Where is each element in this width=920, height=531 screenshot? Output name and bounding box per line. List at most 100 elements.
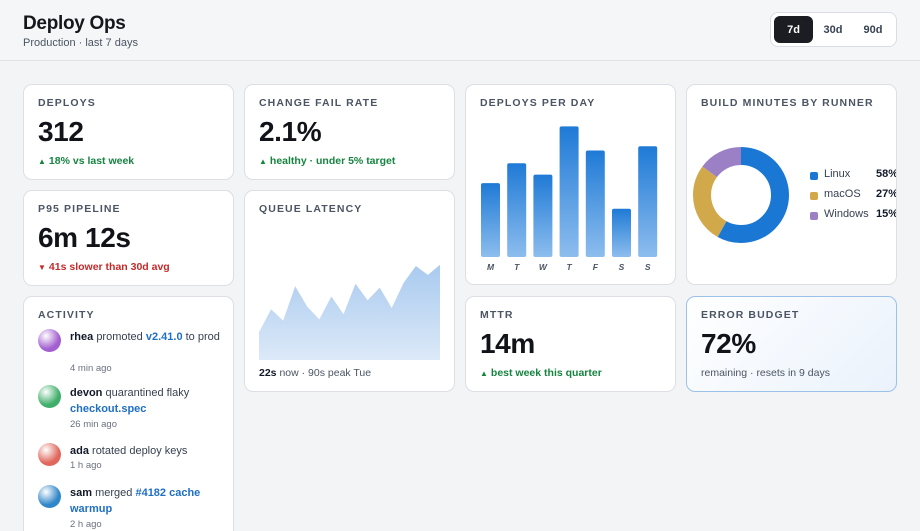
legend-swatch (810, 212, 818, 220)
x-tick-label: W (539, 262, 548, 272)
mttr-card: MTTR 14m ▲ best week this quarter (465, 296, 676, 392)
legend-percent: 27% (876, 188, 897, 200)
mttr-delta: ▲ best week this quarter (480, 367, 602, 379)
activity-time: 1 h ago (70, 460, 102, 471)
bar-4 (585, 150, 605, 257)
range-7d-button[interactable]: 7d (774, 16, 814, 43)
mttr-label: MTTR (480, 309, 514, 321)
down-arrow-icon: ▼ (38, 263, 46, 272)
activity-time: 26 min ago (70, 419, 118, 430)
activity-text: devon quarantined flaky checkout.spec (70, 385, 220, 417)
bar-5 (612, 208, 631, 257)
bar-2 (533, 174, 553, 257)
activity-item[interactable]: rhea promoted v2.41.0 to prod 4 min ago (38, 329, 220, 375)
activity-action: rotated deploy keys (92, 445, 188, 457)
build-minutes-donut (693, 147, 789, 243)
queue-latency-card: QUEUE LATENCY 22s now · 90s peak Tue (244, 190, 455, 392)
p95-label: P95 PIPELINE (38, 203, 121, 215)
activity-user: ada (70, 445, 89, 457)
deploys-delta-text: 18% vs last week (48, 155, 135, 167)
activity-item[interactable]: sam merged #4182 cache warmup 2 h ago (38, 485, 218, 531)
x-tick-label: S (619, 262, 625, 272)
bar-6 (638, 146, 658, 257)
x-tick-label: F (593, 262, 599, 272)
p95-value: 6m 12s (38, 222, 131, 253)
avatar (38, 385, 61, 408)
change-fail-value: 2.1% (259, 116, 322, 147)
activity-item[interactable]: devon quarantined flaky checkout.spec 26… (38, 385, 218, 431)
bar-1 (507, 163, 527, 257)
queue-latency-label: QUEUE LATENCY (259, 203, 363, 215)
activity-action-tail: to prod (185, 331, 220, 343)
error-budget-value: 72% (701, 328, 756, 359)
p95-delta: ▼ 41s slower than 30d avg (38, 261, 170, 273)
error-budget-note: remaining · resets in 9 days (701, 367, 830, 379)
deploys-value: 312 (38, 116, 84, 147)
app-subtitle: Production · last 7 days (23, 37, 138, 49)
queue-now-text: now · 90s peak Tue (279, 367, 372, 379)
change-fail-card: CHANGE FAIL RATE 2.1% ▲ healthy · under 5… (244, 84, 455, 180)
activity-text: rhea promoted v2.41.0 to prod (70, 329, 220, 345)
deploys-per-day-card: DEPLOYS PER DAY M T W T F S S (465, 84, 676, 285)
activity-user: rhea (70, 331, 94, 343)
avatar (38, 485, 61, 508)
legend-name: Linux (824, 168, 851, 180)
up-arrow-icon: ▲ (259, 157, 267, 166)
build-minutes-label: BUILD MINUTES BY RUNNER (701, 97, 874, 109)
legend-row: Windows 15% (810, 208, 897, 224)
donut-slice-macos (693, 147, 789, 243)
x-tick-label: T (514, 262, 520, 272)
mttr-delta-text: best week this quarter (490, 367, 602, 379)
donut-slice-windows (693, 147, 789, 243)
activity-link[interactable]: v2.41.0 (145, 331, 183, 343)
legend-swatch (810, 192, 818, 200)
queue-latency-footer: 22s now · 90s peak Tue (259, 367, 371, 379)
activity-user: sam (70, 487, 93, 499)
mttr-value: 14m (480, 328, 535, 359)
build-minutes-card: BUILD MINUTES BY RUNNER Linux 58% macOS 27%… (686, 84, 897, 285)
activity-text: sam merged #4182 cache warmup (70, 485, 220, 517)
range-90d-button[interactable]: 90d (863, 23, 883, 36)
queue-now-value: 22s (259, 367, 277, 379)
up-arrow-icon: ▲ (38, 157, 46, 166)
deploys-card: DEPLOYS 312 ▲ 18% vs last week (23, 84, 234, 180)
activity-text: ada rotated deploy keys (70, 443, 220, 459)
bar-0 (481, 183, 500, 257)
legend-row: macOS 27% (810, 188, 897, 204)
range-30d-button[interactable]: 30d (823, 23, 843, 36)
activity-card: ACTIVITY rhea promoted v2.41.0 to prod 4… (23, 296, 234, 531)
x-tick-label: M (487, 262, 495, 272)
x-tick-label: S (645, 262, 651, 272)
deploys-per-day-label: DEPLOYS PER DAY (480, 97, 596, 109)
bar-3 (559, 126, 579, 257)
deploys-delta: ▲ 18% vs last week (38, 155, 134, 167)
activity-time: 2 h ago (70, 519, 102, 530)
range-selector: 7d 30d 90d (770, 12, 897, 47)
activity-action: promoted (96, 331, 143, 343)
activity-item[interactable]: ada rotated deploy keys 1 h ago (38, 443, 218, 473)
activity-link[interactable]: #4182 cache warmup (70, 487, 201, 515)
activity-time: 4 min ago (70, 363, 112, 374)
p95-delta-text: 41s slower than 30d avg (48, 261, 170, 273)
activity-action: quarantined flaky (105, 387, 190, 399)
p95-card: P95 PIPELINE 6m 12s ▼ 41s slower than 30d… (23, 190, 234, 286)
error-budget-card: ERROR BUDGET 72% remaining · resets in 9… (686, 296, 897, 392)
header: Deploy Ops Production · last 7 days 7d 3… (0, 0, 920, 61)
error-budget-label: ERROR BUDGET (701, 309, 800, 321)
change-fail-delta: ▲ healthy · under 5% target (259, 155, 395, 167)
activity-label: ACTIVITY (38, 309, 95, 321)
activity-action: merged (95, 487, 133, 499)
legend-percent: 15% (876, 208, 897, 220)
activity-user: devon (70, 387, 103, 399)
change-fail-delta-text: healthy · under 5% target (269, 155, 396, 167)
change-fail-label: CHANGE FAIL RATE (259, 97, 379, 109)
app-title: Deploy Ops (23, 13, 126, 34)
activity-link[interactable]: checkout.spec (70, 403, 147, 415)
deploys-label: DEPLOYS (38, 97, 96, 109)
legend-swatch (810, 172, 818, 180)
up-arrow-icon: ▲ (480, 369, 488, 378)
legend-row: Linux 58% (810, 168, 896, 184)
queue-latency-chart (259, 264, 440, 360)
legend-name: macOS (824, 188, 861, 200)
